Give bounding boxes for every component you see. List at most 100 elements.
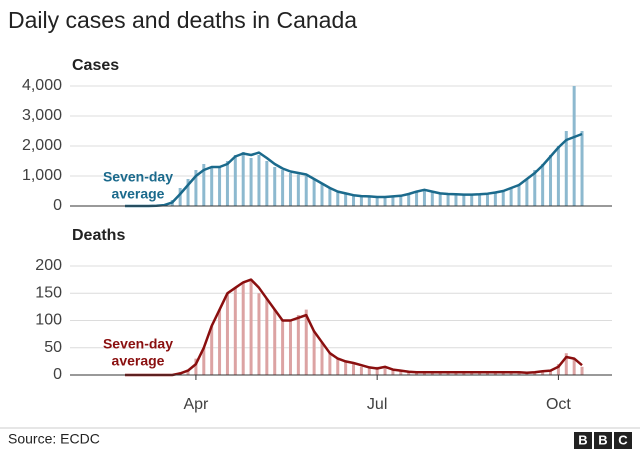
annotation: Seven-day	[103, 169, 173, 185]
bar	[281, 320, 285, 375]
bar	[525, 179, 529, 206]
bar	[470, 194, 474, 206]
bar	[478, 372, 482, 375]
bar	[438, 192, 442, 206]
bar	[225, 161, 229, 206]
logo-box	[594, 432, 612, 449]
bar	[249, 158, 253, 206]
bar	[493, 372, 497, 375]
bar	[265, 161, 269, 206]
bar	[509, 188, 513, 206]
bar	[288, 173, 292, 206]
bar	[430, 191, 434, 206]
logo-letter: B	[578, 432, 587, 447]
bar	[462, 194, 466, 206]
bar	[194, 170, 198, 206]
bar	[399, 370, 403, 375]
bar	[580, 131, 584, 206]
bar	[454, 194, 458, 206]
bar	[572, 358, 576, 375]
annotation: Seven-day	[103, 336, 173, 352]
bar	[509, 372, 513, 375]
bar	[517, 372, 521, 375]
bar	[273, 167, 277, 206]
bar	[218, 167, 222, 206]
logo-letter: B	[598, 432, 607, 447]
bar	[501, 372, 505, 375]
average-line	[125, 132, 583, 208]
bar	[288, 320, 292, 375]
bar	[493, 192, 497, 206]
bar	[399, 195, 403, 206]
bar	[233, 155, 237, 206]
average-line	[125, 278, 583, 377]
bar	[383, 197, 387, 206]
bar	[564, 353, 568, 375]
panel-title: Deaths	[72, 227, 125, 244]
bar	[446, 194, 450, 206]
bar	[359, 366, 363, 375]
source: Source: ECDC	[8, 431, 100, 447]
annotation: average	[112, 186, 165, 202]
bar	[320, 342, 324, 375]
bar	[501, 191, 505, 206]
logo-letter: C	[618, 432, 628, 447]
bar	[178, 188, 182, 206]
y-tick-label: 0	[53, 197, 62, 214]
bar	[249, 279, 253, 375]
bar	[438, 372, 442, 375]
bar	[296, 315, 300, 375]
bar	[415, 372, 419, 375]
bar	[320, 183, 324, 206]
bar	[336, 358, 340, 375]
y-tick-label: 4,000	[22, 77, 62, 94]
bar	[446, 372, 450, 375]
bar	[273, 309, 277, 375]
bar	[352, 195, 356, 206]
x-tick-label: Oct	[546, 396, 571, 413]
bar	[296, 174, 300, 206]
bar	[485, 372, 489, 375]
panel-title: Cases	[72, 57, 119, 74]
bar	[186, 369, 190, 375]
y-tick-label: 3,000	[22, 107, 62, 124]
bar	[210, 167, 214, 206]
bar	[572, 86, 576, 206]
bar	[202, 347, 206, 375]
annotation: average	[112, 353, 165, 369]
bar	[556, 364, 560, 375]
bar	[233, 287, 237, 375]
bar	[344, 194, 348, 206]
bar	[549, 369, 553, 375]
logo-box	[614, 432, 632, 449]
bar	[186, 179, 190, 206]
bar	[336, 192, 340, 206]
bar	[541, 164, 545, 206]
y-tick-label: 2,000	[22, 137, 62, 154]
bar	[375, 197, 379, 206]
bar	[367, 368, 371, 375]
bar	[265, 298, 269, 375]
bar	[202, 164, 206, 206]
bar	[241, 152, 245, 206]
y-tick-label: 100	[35, 312, 62, 329]
bar	[407, 194, 411, 206]
bar	[422, 372, 426, 375]
bar	[391, 196, 395, 206]
bar	[407, 371, 411, 375]
bar	[478, 194, 482, 206]
bar	[549, 155, 553, 206]
bar	[415, 191, 419, 206]
bar	[430, 372, 434, 375]
bar	[210, 325, 214, 375]
bar	[312, 179, 316, 206]
bar	[344, 361, 348, 375]
y-tick-label: 1,000	[22, 167, 62, 184]
y-tick-label: 150	[35, 284, 62, 301]
bar	[580, 366, 584, 375]
bar	[556, 146, 560, 206]
bar	[257, 155, 261, 206]
bar	[541, 371, 545, 375]
bar	[391, 369, 395, 375]
